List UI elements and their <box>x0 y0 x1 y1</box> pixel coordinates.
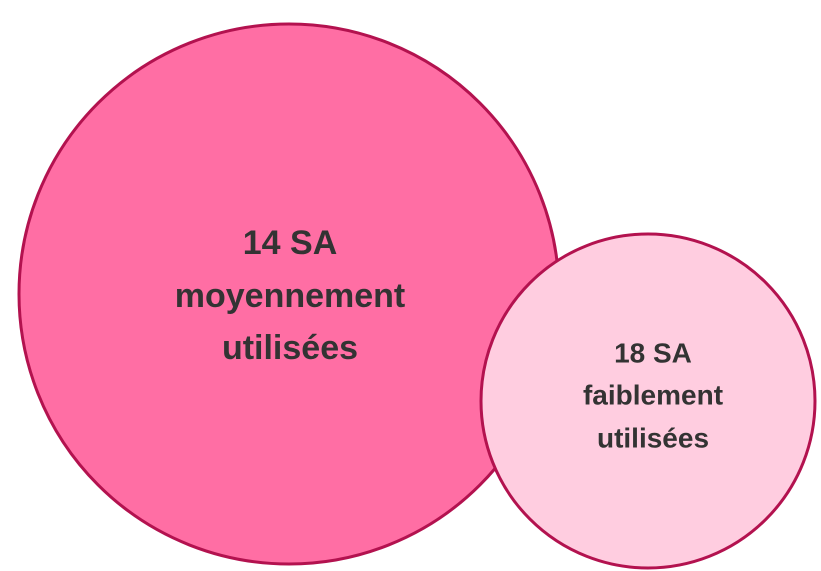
node: 14 SA moyennement utilisées <box>17 22 561 566</box>
node-label: utilisées <box>597 422 709 453</box>
node-label: 18 SA <box>614 337 692 368</box>
node-label: utilisées <box>222 329 358 367</box>
node-label: moyennement <box>175 277 406 315</box>
node-circle <box>479 232 817 570</box>
node: 18 SA faiblement utilisées <box>479 232 817 570</box>
node-label: 14 SA <box>243 224 338 262</box>
node-label: faiblement <box>583 379 723 410</box>
